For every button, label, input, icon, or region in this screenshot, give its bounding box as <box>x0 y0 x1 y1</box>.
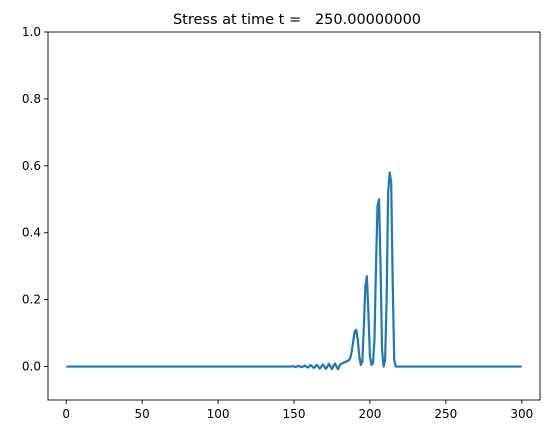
x-tick-label: 100 <box>207 407 230 421</box>
series-line-0 <box>66 171 522 371</box>
y-tick-label: 0.6 <box>22 159 41 173</box>
chart-title: Stress at time t = 250.00000000 <box>173 12 421 28</box>
y-tick-label: 0.0 <box>22 360 41 374</box>
y-axis-ticks: 0.0 0.2 0.4 0.6 0.8 1.0 <box>22 25 48 374</box>
y-tick-label: 1.0 <box>22 25 41 39</box>
x-tick-label: 50 <box>135 407 150 421</box>
x-axis-ticks: 0 50 100 150 200 250 300 <box>62 400 533 421</box>
x-tick-label: 0 <box>62 407 70 421</box>
x-tick-label: 250 <box>434 407 457 421</box>
y-tick-label: 0.8 <box>22 92 41 106</box>
y-tick-label: 0.2 <box>22 293 41 307</box>
x-tick-label: 300 <box>510 407 533 421</box>
plot-area <box>66 171 522 371</box>
y-tick-label: 0.4 <box>22 226 41 240</box>
x-tick-label: 200 <box>358 407 381 421</box>
x-tick-label: 150 <box>283 407 306 421</box>
axes-frame <box>47 31 541 401</box>
